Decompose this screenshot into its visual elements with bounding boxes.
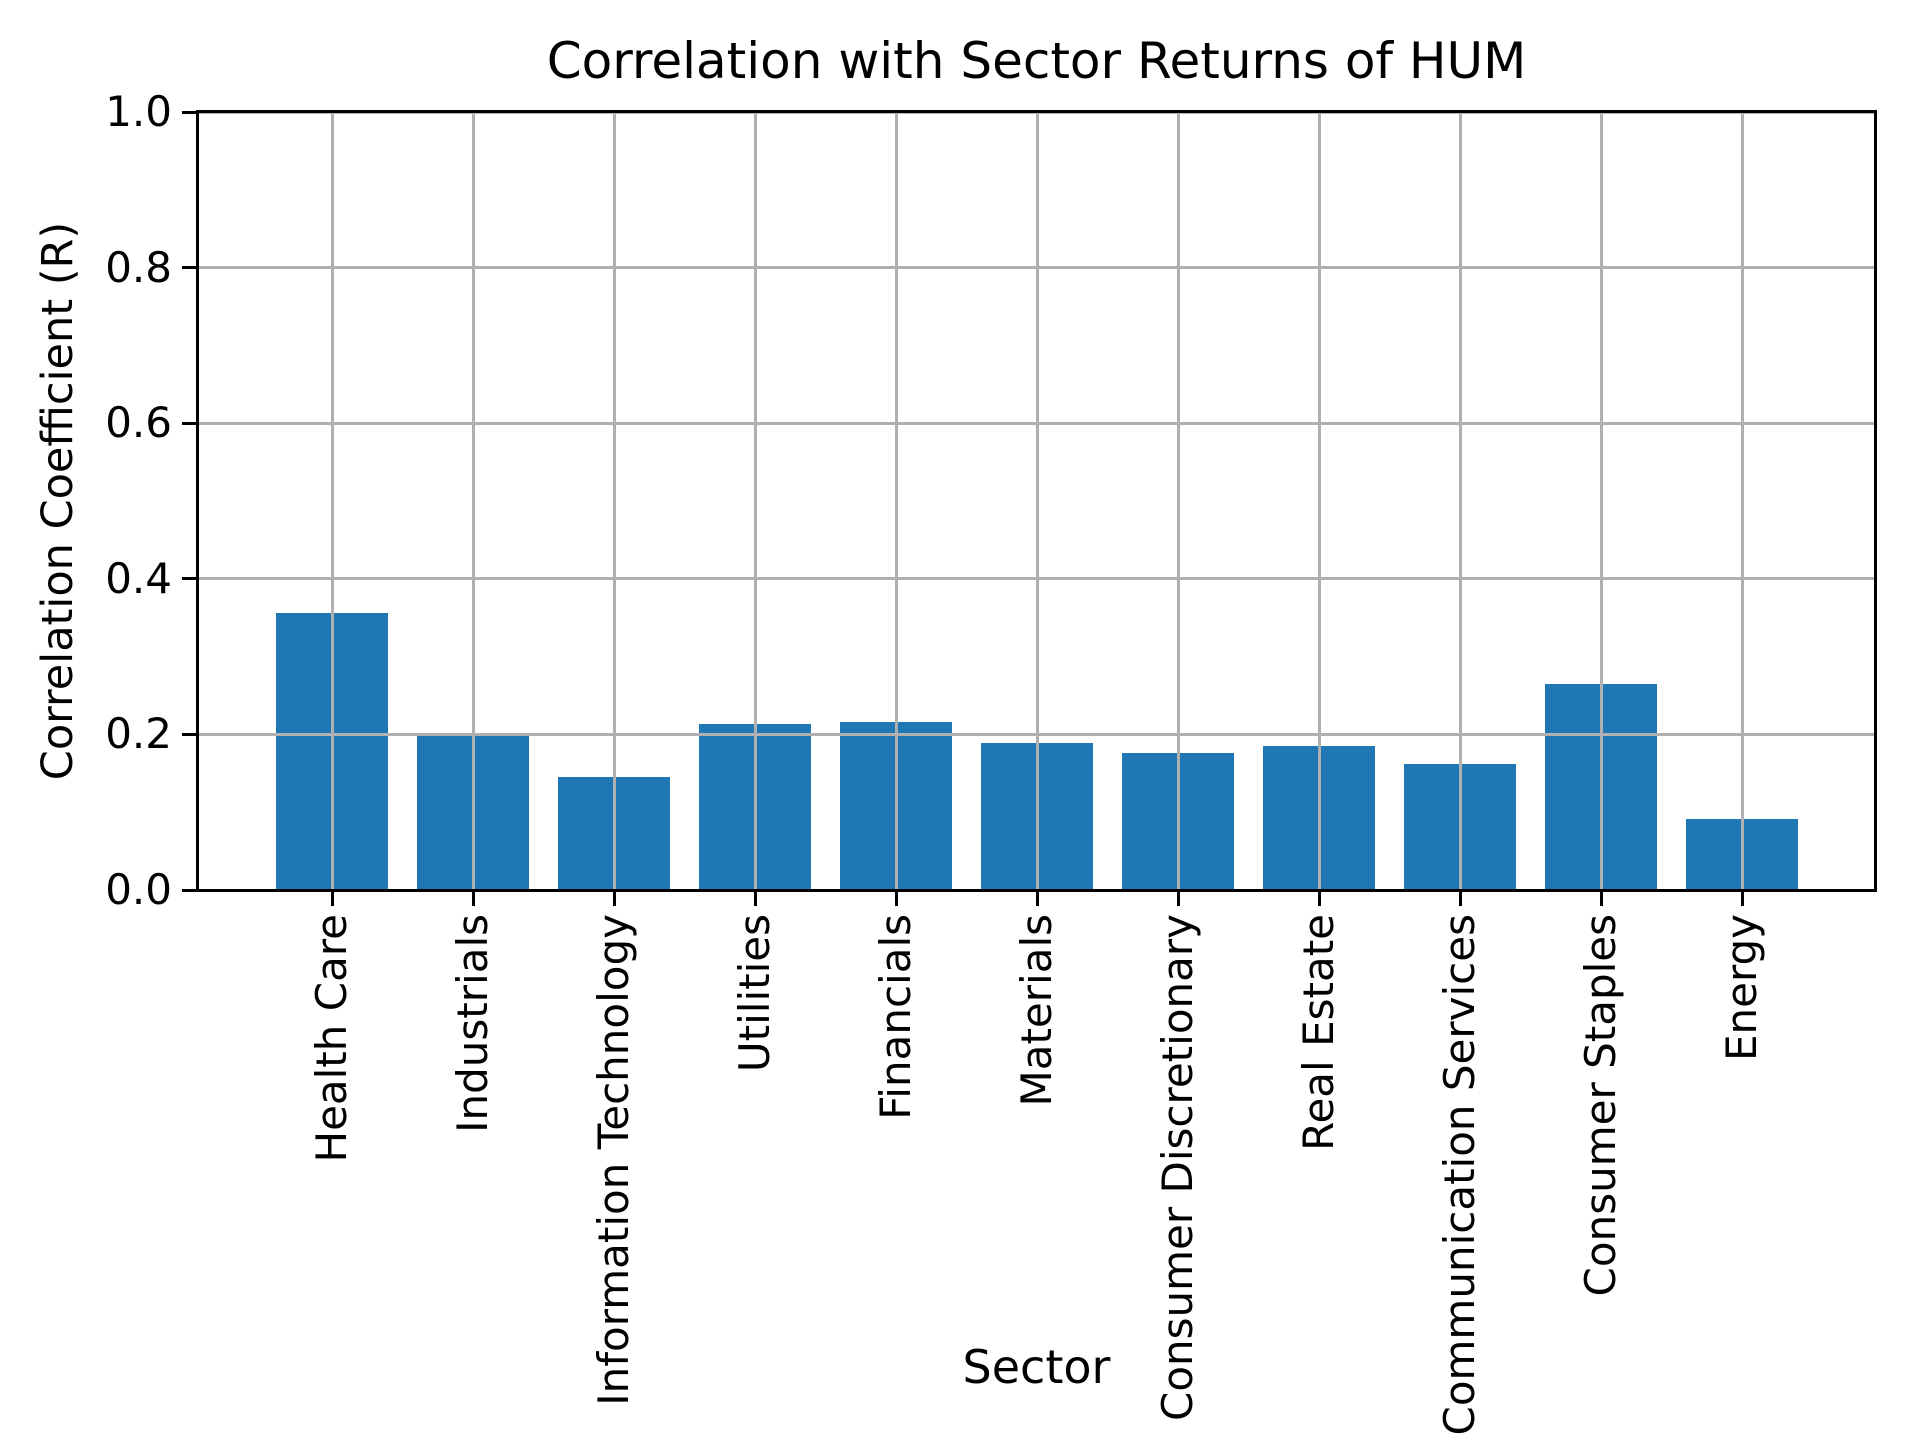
x-tick-label: Health Care (307, 914, 356, 1163)
x-tick-mark (1740, 890, 1744, 906)
x-tick-mark (471, 890, 475, 906)
y-tick-label: 0.2 (105, 709, 172, 759)
x-tick-mark (1035, 890, 1039, 906)
gridline-v (753, 112, 757, 890)
y-tick-mark (182, 888, 198, 892)
gridline-v (330, 112, 334, 890)
chart-title: Correlation with Sector Returns of HUM (546, 32, 1527, 90)
x-tick-label: Utilities (730, 914, 779, 1073)
x-axis-label: Sector (962, 1340, 1111, 1394)
gridline-v (1035, 112, 1039, 890)
y-tick-mark (182, 577, 198, 581)
y-tick-label: 1.0 (105, 87, 172, 136)
x-tick-mark (1176, 890, 1180, 906)
gridline-v (1599, 112, 1603, 890)
x-tick-mark (753, 890, 757, 906)
y-tick-label: 0.0 (105, 865, 172, 914)
y-tick-mark (182, 266, 198, 270)
gridline-v (894, 112, 898, 890)
gridline-v (1740, 112, 1744, 890)
x-tick-mark (330, 890, 334, 906)
y-tick-label: 0.4 (105, 553, 172, 603)
plot-area (198, 110, 1875, 892)
x-tick-label: Materials (1012, 914, 1061, 1107)
x-tick-label: Industrials (448, 914, 497, 1133)
y-tick-label: 0.6 (105, 398, 172, 448)
x-tick-label: Energy (1717, 914, 1766, 1062)
y-tick-mark (182, 421, 198, 425)
x-tick-label: Information Technology (589, 914, 638, 1406)
gridline-v (1317, 112, 1321, 890)
y-tick-label: 0.8 (105, 242, 172, 292)
x-tick-mark (894, 890, 898, 906)
x-tick-mark (1458, 890, 1462, 906)
x-tick-label: Consumer Staples (1576, 914, 1625, 1297)
gridline-v (1458, 112, 1462, 890)
x-tick-label: Financials (871, 914, 920, 1120)
gridline-v (612, 112, 616, 890)
y-tick-mark (182, 732, 198, 736)
x-tick-mark (1317, 890, 1321, 906)
x-tick-mark (1599, 890, 1603, 906)
gridline-v (471, 112, 475, 890)
y-axis-label: Correlation Coefficient (R) (33, 221, 83, 781)
x-tick-label: Real Estate (1294, 914, 1343, 1151)
x-tick-mark (612, 890, 616, 906)
y-tick-mark (182, 110, 198, 114)
gridline-v (1176, 112, 1180, 890)
